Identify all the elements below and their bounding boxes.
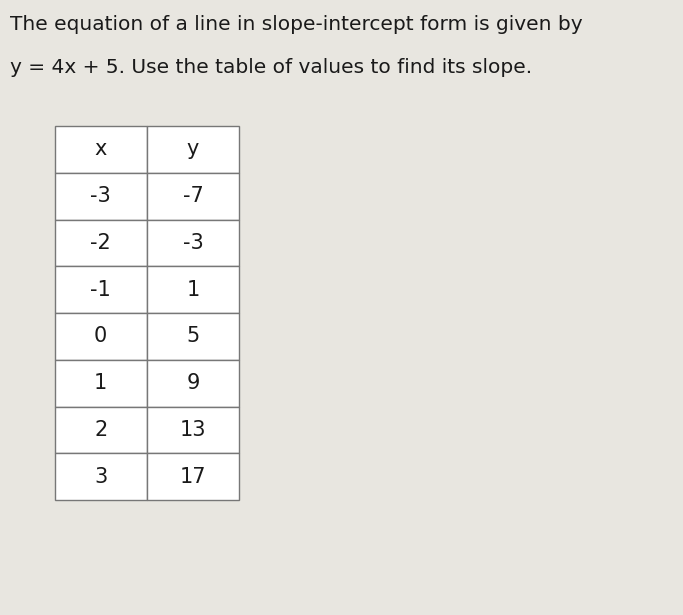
Text: 9: 9	[186, 373, 199, 393]
Text: 5: 5	[186, 327, 199, 346]
Text: -2: -2	[90, 233, 111, 253]
Text: The equation of a line in slope-intercept form is given by: The equation of a line in slope-intercep…	[10, 15, 583, 34]
Text: x: x	[94, 140, 107, 159]
Text: -7: -7	[182, 186, 204, 206]
Text: -1: -1	[90, 280, 111, 300]
Text: -3: -3	[90, 186, 111, 206]
Text: 0: 0	[94, 327, 107, 346]
Text: 1: 1	[94, 373, 107, 393]
Text: y = 4x + 5. Use the table of values to find its slope.: y = 4x + 5. Use the table of values to f…	[10, 58, 532, 77]
Text: 17: 17	[180, 467, 206, 486]
Text: -3: -3	[182, 233, 204, 253]
Text: y: y	[186, 140, 199, 159]
Text: 1: 1	[186, 280, 199, 300]
Text: 13: 13	[180, 420, 206, 440]
Text: 2: 2	[94, 420, 107, 440]
Text: 3: 3	[94, 467, 107, 486]
